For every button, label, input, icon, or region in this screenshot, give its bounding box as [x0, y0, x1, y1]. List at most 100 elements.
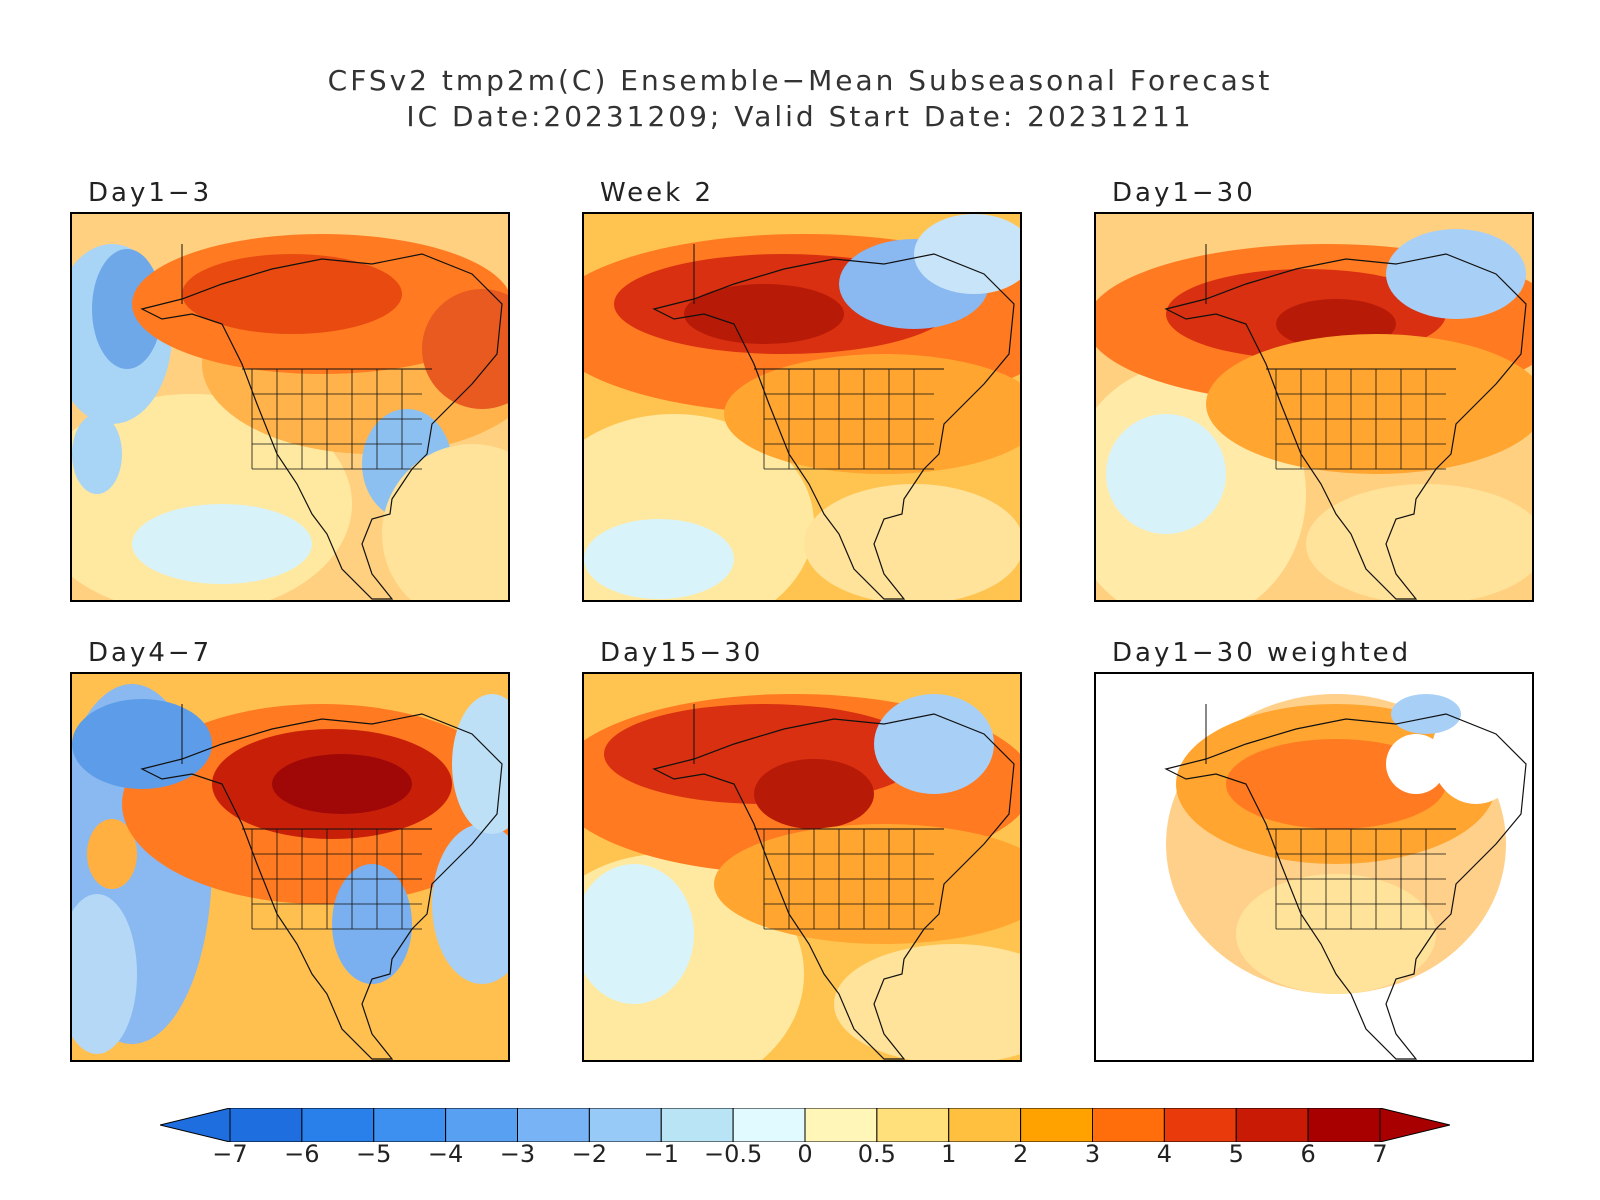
colorbar-tick-label: −2: [571, 1140, 608, 1168]
colorbar-tick-label: 0: [797, 1140, 813, 1168]
temperature-anomaly-field: [1096, 214, 1532, 600]
national-border: [1205, 704, 1456, 830]
anomaly-region: [182, 254, 402, 334]
anomaly-region: [1306, 484, 1532, 600]
anomaly-region: [1206, 334, 1532, 474]
anomaly-region: [72, 699, 212, 789]
map-panel-day1-3: [70, 212, 510, 602]
panel-label-day1-3: Day1−3: [88, 178, 213, 208]
colorbar-segment: [732, 1108, 806, 1142]
anomaly-region: [422, 289, 508, 409]
colorbar-segment: [660, 1108, 734, 1142]
colorbar-tick-label: 4: [1156, 1140, 1173, 1168]
anomaly-region: [1386, 734, 1446, 794]
colorbar-segment: [1020, 1108, 1093, 1142]
anomaly-region: [272, 754, 412, 814]
anomaly-region: [332, 864, 412, 984]
national-border: [181, 244, 432, 370]
anomaly-region: [72, 894, 137, 1054]
colorbar-tick-label: 1: [941, 1140, 957, 1168]
national-border: [693, 244, 944, 370]
colorbar-segment: [229, 1108, 303, 1142]
colorbar-segment: [1092, 1108, 1165, 1142]
colorbar-segment: [1163, 1108, 1237, 1142]
temperature-anomaly-field: [1096, 674, 1532, 1060]
colorbar-segment: [517, 1108, 590, 1142]
anomaly-region: [834, 944, 1020, 1060]
state-borders: [251, 828, 422, 930]
state-borders: [1275, 828, 1446, 930]
panel-label-day1-30w: Day1−30 weighted: [1112, 638, 1412, 668]
coastline: [1164, 253, 1527, 600]
anomaly-region: [382, 444, 508, 600]
map-panel-week2: [582, 212, 1022, 602]
map-panel-day15-30: [582, 672, 1022, 1062]
panel-label-day1-30: Day1−30: [1112, 178, 1256, 208]
chart-subtitle: IC Date:20231209; Valid Start Date: 2023…: [406, 100, 1194, 133]
colorbar-right-arrow: [1379, 1108, 1450, 1142]
map-panel-day1-30w: [1094, 672, 1534, 1062]
anomaly-region: [804, 484, 1020, 600]
state-borders: [251, 368, 422, 470]
anomaly-region: [87, 819, 137, 889]
national-border: [181, 704, 432, 830]
anomaly-region: [1386, 229, 1526, 319]
colorbar-segment: [1235, 1108, 1309, 1142]
anomaly-region: [684, 284, 844, 344]
colorbar-segment: [876, 1108, 950, 1142]
anomaly-region: [432, 824, 508, 984]
colorbar-segment: [373, 1108, 447, 1142]
colorbar-tick-label: 0.5: [857, 1140, 896, 1168]
colorbar-tick-label: 3: [1084, 1140, 1101, 1168]
coastline: [140, 253, 503, 600]
colorbar-tick-label: 5: [1228, 1140, 1244, 1168]
colorbar-segment: [301, 1108, 375, 1142]
colorbar-tick-label: 7: [1372, 1140, 1388, 1168]
national-border: [1205, 244, 1456, 370]
coastline: [140, 713, 503, 1060]
temperature-anomaly-field: [584, 214, 1020, 600]
anomaly-region: [132, 504, 312, 584]
anomaly-region: [584, 864, 694, 1004]
panel-label-day4-7: Day4−7: [88, 638, 213, 668]
anomaly-region: [452, 694, 508, 834]
colorbar-tick-label: 6: [1300, 1140, 1316, 1168]
colorbar-segment: [588, 1108, 662, 1142]
colorbar-tick-label: 2: [1012, 1140, 1029, 1168]
colorbar-tick-label: −7: [212, 1140, 248, 1168]
anomaly-region: [92, 249, 162, 369]
anomaly-region: [914, 214, 1020, 294]
anomaly-region: [1391, 694, 1461, 734]
anomaly-region: [72, 414, 122, 494]
anomaly-region: [754, 759, 874, 829]
map-panel-day1-30: [1094, 212, 1534, 602]
chart-title: CFSv2 tmp2m(C) Ensemble−Mean Subseasonal…: [327, 64, 1273, 97]
national-border: [693, 704, 944, 830]
colorbar: [160, 1108, 1450, 1142]
panel-label-week2: Week 2: [600, 178, 715, 208]
colorbar-segment: [445, 1108, 518, 1142]
colorbar-left-arrow: [160, 1108, 231, 1142]
coastline: [652, 713, 1015, 1060]
anomaly-region: [1431, 704, 1521, 804]
coastline: [652, 253, 1015, 600]
state-borders: [1275, 368, 1446, 470]
colorbar-tick-label: −1: [643, 1140, 679, 1168]
colorbar-tick-label: −5: [356, 1140, 392, 1168]
colorbar-segment: [804, 1108, 878, 1142]
temperature-anomaly-field: [72, 674, 508, 1060]
anomaly-region: [874, 694, 994, 794]
anomaly-region: [584, 519, 734, 599]
colorbar-segment: [1307, 1108, 1381, 1142]
coastline: [1164, 713, 1527, 1060]
state-borders: [763, 828, 934, 930]
colorbar-tick-label: −3: [499, 1140, 536, 1168]
temperature-anomaly-field: [584, 674, 1020, 1060]
state-borders: [763, 368, 934, 470]
map-panel-day4-7: [70, 672, 510, 1062]
colorbar-tick-label: −4: [427, 1140, 464, 1168]
temperature-anomaly-field: [72, 214, 508, 600]
colorbar-tick-label: −0.5: [703, 1140, 763, 1168]
panel-label-day15-30: Day15−30: [600, 638, 764, 668]
anomaly-region: [1106, 414, 1226, 534]
